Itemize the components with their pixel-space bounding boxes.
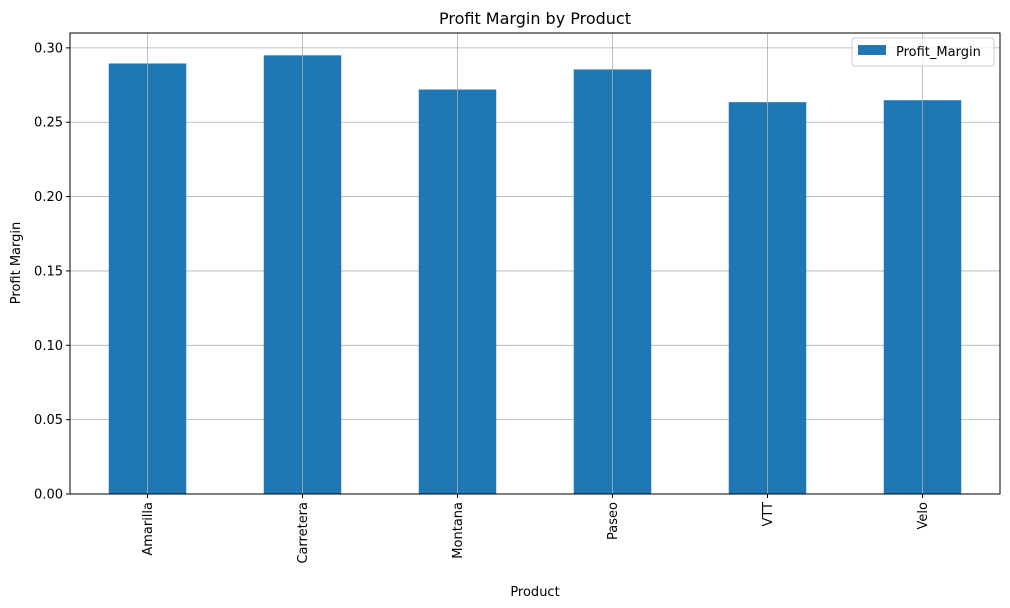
- y-axis-label: Profit Margin: [9, 222, 24, 304]
- chart-title: Profit Margin by Product: [439, 9, 631, 28]
- gridlines: [70, 47, 1000, 495]
- x-tick-label: Paseo: [606, 502, 621, 540]
- y-tick-label: 0.25: [34, 116, 63, 131]
- x-tick-label: Velo: [916, 502, 931, 529]
- plot-frame: [69, 32, 1001, 495]
- x-tick-label: Carretera: [296, 502, 311, 564]
- x-tick-label: VTT: [761, 502, 776, 527]
- y-axis-ticks: 0.00 0.05 0.10 0.15 0.20 0.25 0.30: [34, 41, 70, 503]
- y-tick-label: 0.10: [34, 339, 63, 354]
- y-tick-label: 0.05: [34, 413, 63, 428]
- x-axis-label: Product: [510, 585, 559, 600]
- x-tick-label: Amarilla: [141, 502, 156, 556]
- legend-label: Profit_Margin: [896, 45, 981, 60]
- y-tick-label: 0.15: [34, 264, 63, 279]
- x-tick-label: Montana: [451, 502, 466, 559]
- bars: [108, 55, 962, 495]
- y-tick-label: 0.20: [34, 190, 63, 205]
- y-tick-label: 0.30: [34, 41, 63, 56]
- legend-box: [851, 37, 995, 67]
- x-axis-ticks: Amarilla Carretera Montana Paseo VTT Velo: [141, 494, 931, 564]
- legend-swatch: [858, 45, 886, 55]
- legend: Profit_Margin: [851, 37, 995, 67]
- y-tick-label: 0.00: [34, 488, 63, 503]
- x-gridlines: [147, 33, 923, 494]
